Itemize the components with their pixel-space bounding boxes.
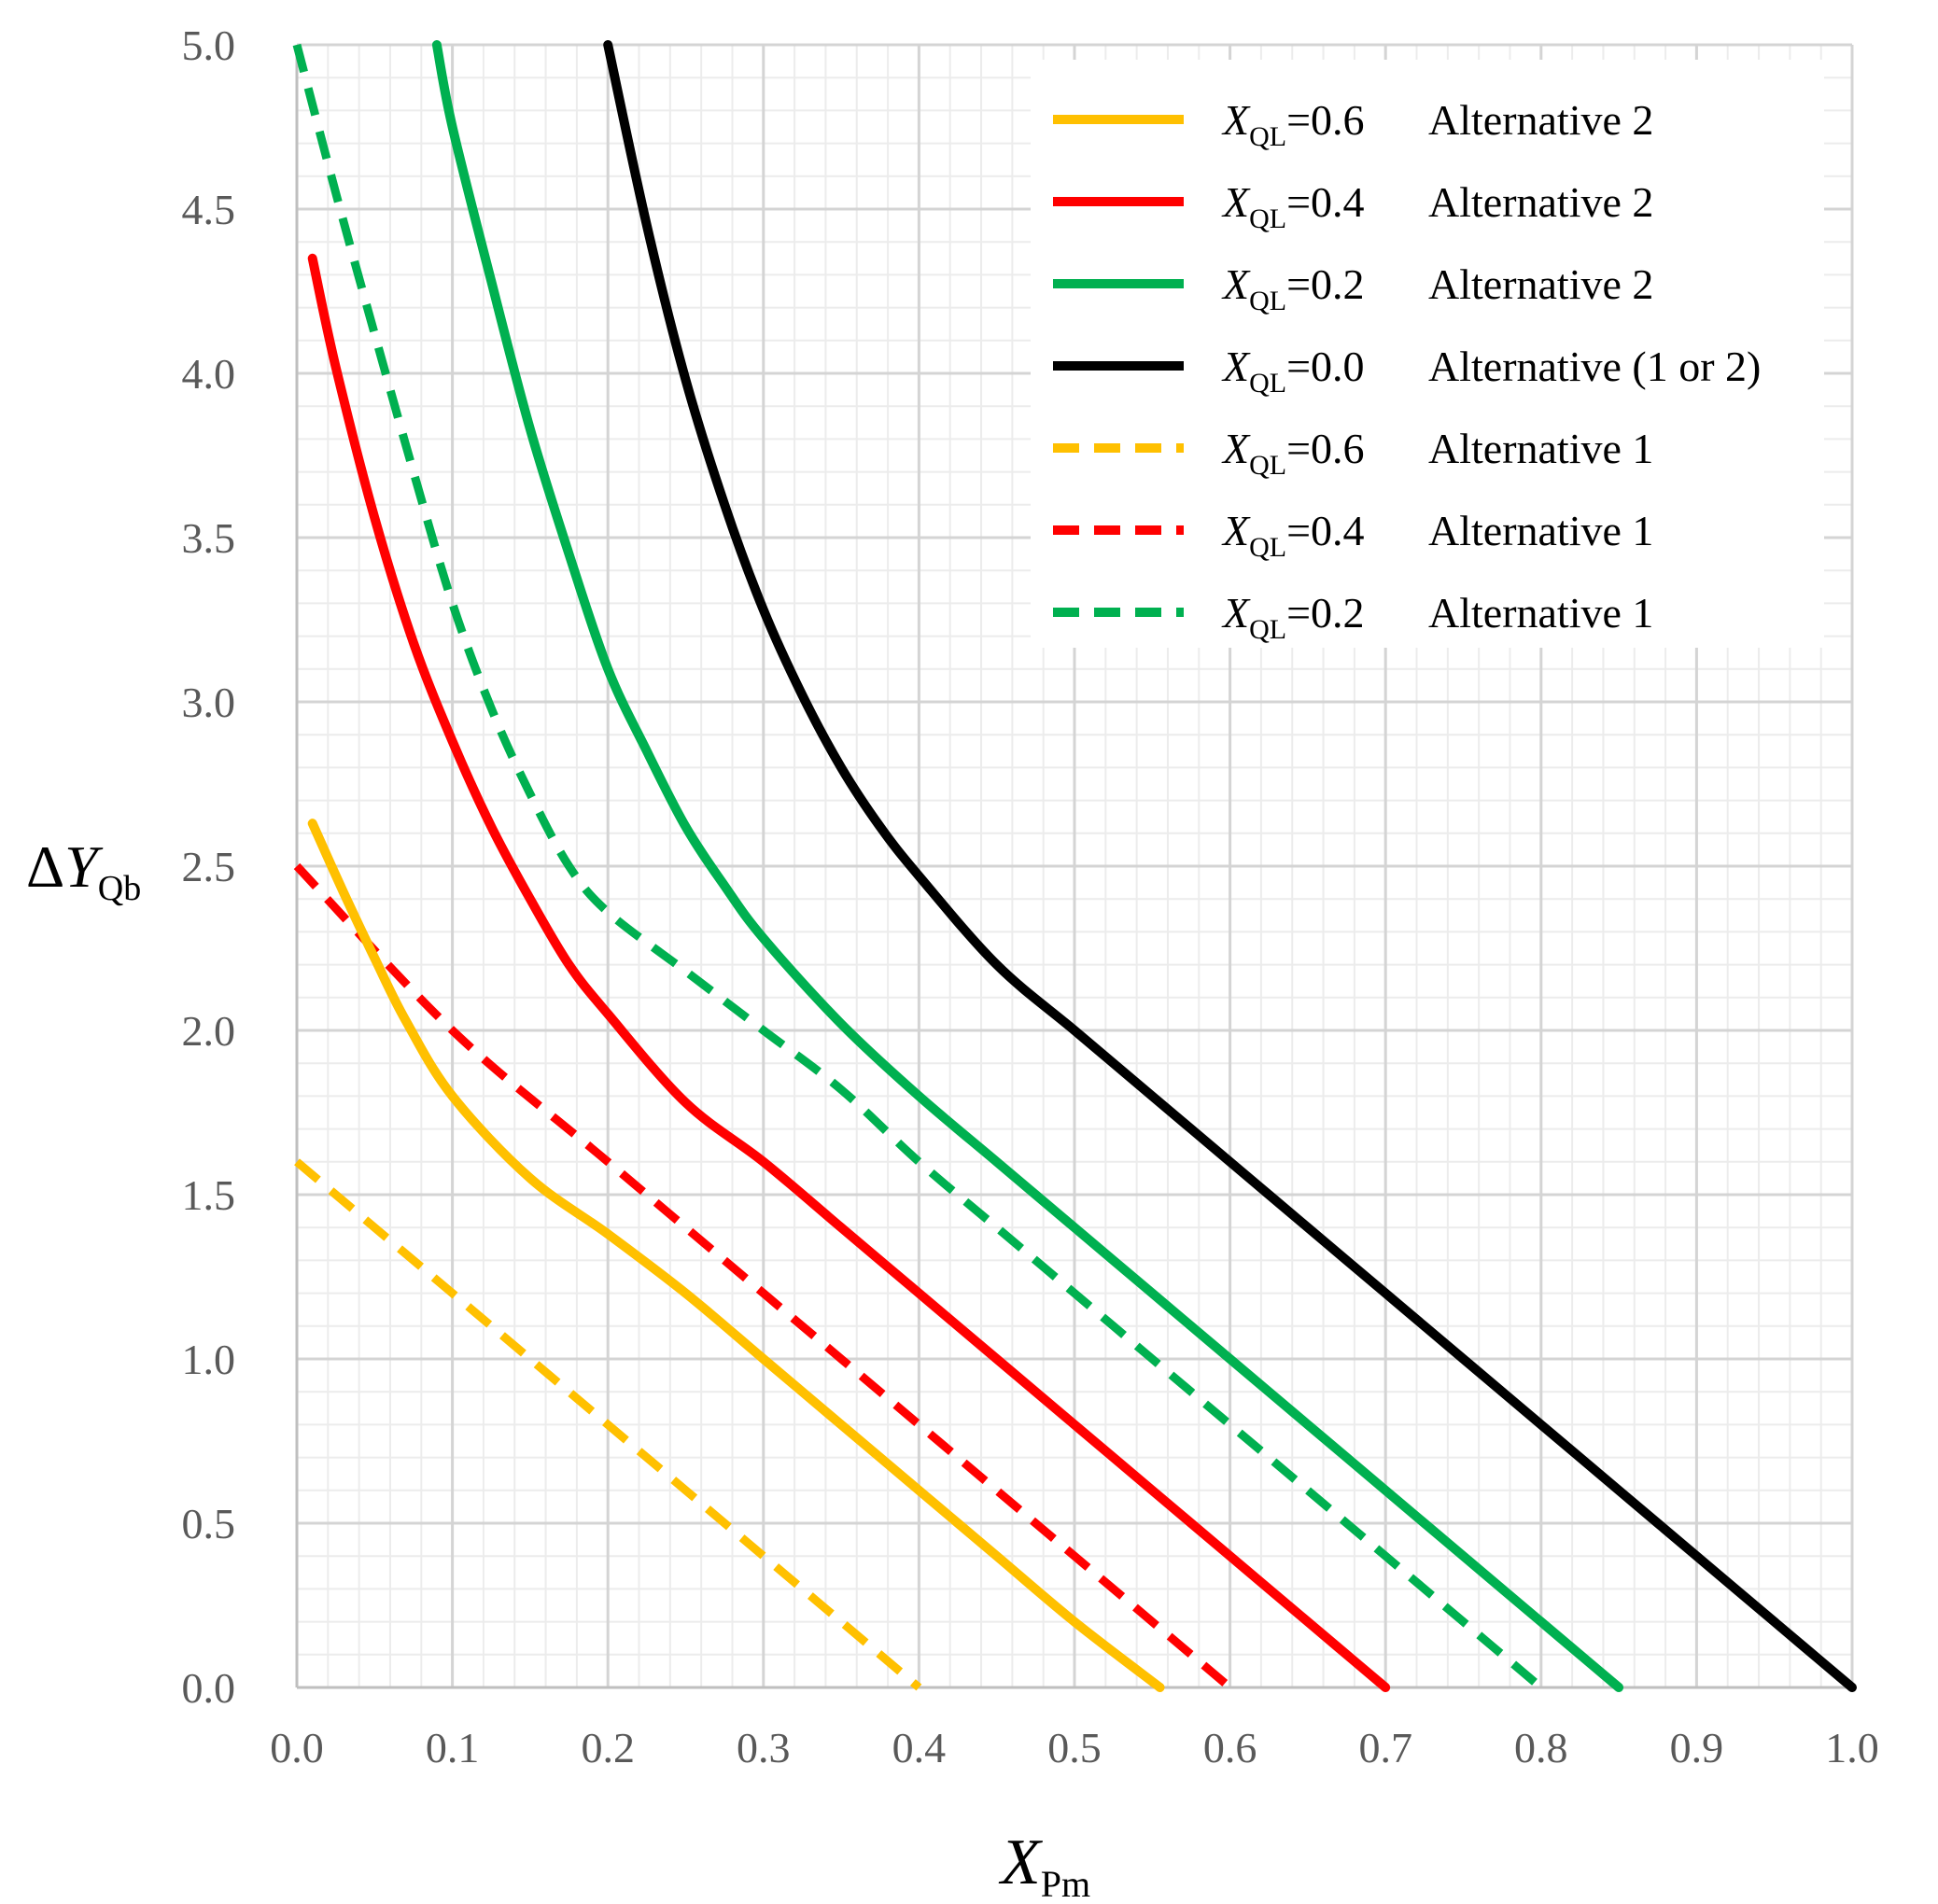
legend-label-sub: QL: [1249, 121, 1286, 152]
legend-label-value: =0.4: [1286, 178, 1364, 226]
x-axis-title-sub: Pm: [1041, 1863, 1090, 1904]
axis-titles: XPm ΔYQb: [26, 833, 1090, 1904]
legend-label-var: X: [1221, 343, 1251, 390]
x-axis-title-main: X: [998, 1827, 1044, 1898]
x-tick-label: 0.4: [892, 1724, 947, 1771]
y-tick-label: 2.0: [182, 1007, 236, 1055]
y-axis-title-main: Y: [64, 833, 104, 900]
series-lines: [292, 40, 1857, 1692]
y-axis-title: ΔYQb: [26, 833, 141, 908]
x-tick-label: 0.7: [1358, 1724, 1412, 1771]
series-line-6: [292, 43, 1544, 1691]
x-tick-label: 0.0: [270, 1724, 324, 1771]
legend-label-value: =0.6: [1286, 425, 1364, 472]
y-tick-label: 5.0: [182, 21, 236, 69]
y-axis-title-sub: Qb: [98, 869, 141, 908]
legend-label-alt-6: Alternative 1: [1428, 589, 1653, 637]
legend-label-var: X: [1221, 425, 1251, 472]
x-tick-label: 0.5: [1047, 1724, 1102, 1771]
legend-label-alt-3: Alternative (1 or 2): [1428, 343, 1761, 390]
series-line-3: [603, 40, 1857, 1692]
x-tick-label: 0.2: [581, 1724, 635, 1771]
y-tick-label: 1.5: [182, 1171, 236, 1219]
y-tick-label: 4.5: [182, 186, 236, 233]
legend-label-4: XQL=0.6: [1221, 425, 1365, 481]
legend-label-sub: QL: [1249, 614, 1286, 645]
y-tick-label: 0.5: [182, 1500, 236, 1547]
legend-label-alt-4: Alternative 1: [1428, 425, 1653, 472]
x-tick-label: 0.8: [1514, 1724, 1568, 1771]
series-line-5: [293, 862, 1233, 1691]
legend-label-1: XQL=0.4: [1221, 178, 1365, 234]
series-line-4: [294, 1158, 922, 1691]
legend-label-2: XQL=0.2: [1221, 260, 1365, 316]
legend-label-var: X: [1221, 178, 1251, 226]
legend-label-sub: QL: [1249, 450, 1286, 481]
legend-label-value: =0.0: [1286, 343, 1364, 390]
legend-label-var: X: [1221, 507, 1251, 554]
legend-label-alt-5: Alternative 1: [1428, 507, 1653, 554]
legend-label-alt-2: Alternative 2: [1428, 260, 1653, 308]
legend-label-sub: QL: [1249, 203, 1286, 234]
x-tick-label: 0.9: [1670, 1724, 1724, 1771]
legend-label-sub: QL: [1249, 286, 1286, 316]
legend-label-var: X: [1221, 589, 1251, 637]
legend-label-value: =0.4: [1286, 507, 1364, 554]
legend-label-alt-0: Alternative 2: [1428, 96, 1653, 144]
x-tick-labels: 0.0 0.1 0.2 0.3 0.4 0.5 0.6 0.7 0.8 0.9 1.0: [270, 1724, 1879, 1771]
legend-label-value: =0.6: [1286, 96, 1364, 144]
legend-label-var: X: [1221, 96, 1251, 144]
legend-label-sub: QL: [1249, 532, 1286, 563]
legend-label-value: =0.2: [1286, 589, 1364, 637]
legend-label-sub: QL: [1249, 368, 1286, 399]
x-tick-label: 0.1: [426, 1724, 480, 1771]
series-line-0: [307, 819, 1165, 1692]
legend-label-0: XQL=0.6: [1221, 96, 1365, 152]
y-tick-label: 3.0: [182, 679, 236, 726]
series-line-1: [307, 253, 1391, 1692]
legend-label-6: XQL=0.2: [1221, 589, 1365, 645]
legend-label-value: =0.2: [1286, 260, 1364, 308]
y-tick-label: 0.0: [182, 1664, 236, 1712]
series-line-2: [431, 40, 1624, 1692]
legend-label-5: XQL=0.4: [1221, 507, 1365, 563]
y-tick-label: 2.5: [182, 843, 236, 890]
x-tick-label: 1.0: [1825, 1724, 1879, 1771]
legend-label-alt-1: Alternative 2: [1428, 178, 1653, 226]
y-tick-label: 3.5: [182, 514, 236, 562]
y-axis-title-prefix: Δ: [26, 833, 64, 900]
y-tick-label: 1.0: [182, 1336, 236, 1383]
legend-label-var: X: [1221, 260, 1251, 308]
legend-background: [1031, 60, 1824, 648]
x-axis-title: XPm: [998, 1827, 1090, 1904]
y-tick-labels: 0.0 0.5 1.0 1.5 2.0 2.5 3.0 3.5 4.0 4.5 5.0: [182, 21, 236, 1712]
y-tick-label: 4.0: [182, 350, 236, 398]
x-tick-label: 0.3: [737, 1724, 791, 1771]
legend-label-3: XQL=0.0: [1221, 343, 1365, 399]
x-tick-label: 0.6: [1203, 1724, 1257, 1771]
